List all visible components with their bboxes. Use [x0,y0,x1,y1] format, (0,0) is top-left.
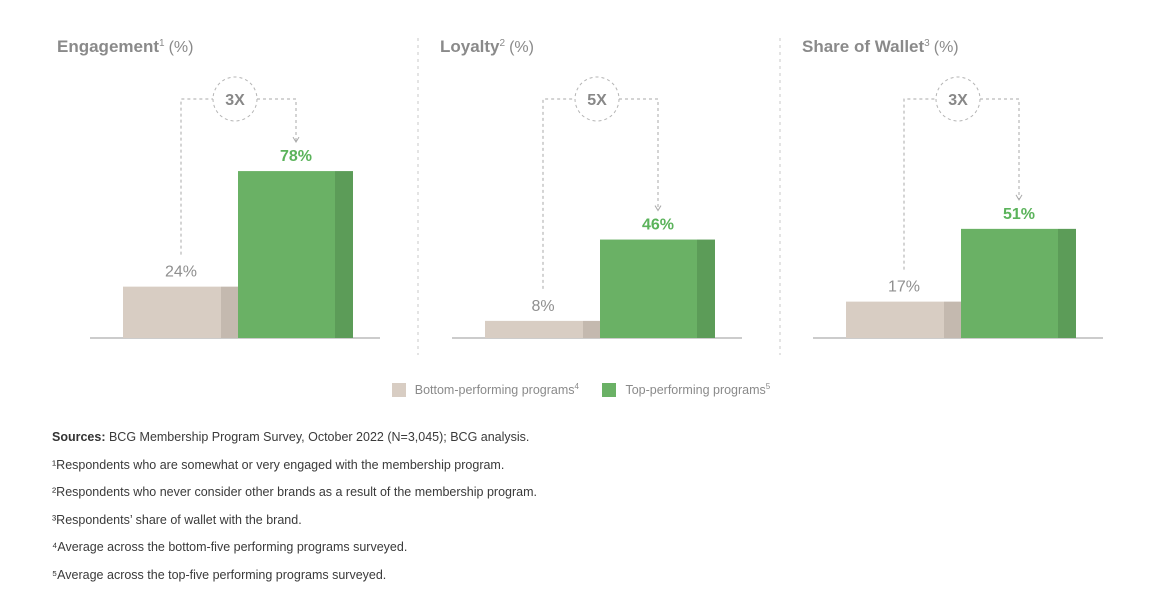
value-label-top-1: 78% [280,148,312,165]
footnote-3: ³Respondents’ share of wallet with the b… [52,512,302,527]
bar-top-2 [600,239,697,338]
multiplier-circle-3 [935,76,981,122]
footnote-1: ¹Respondents who are somewhat or very en… [52,457,505,472]
legend-item-top: Top-performing programs5 [602,382,770,397]
bar-bottom-side-1 [221,286,238,338]
bar-top-side-2 [697,239,715,338]
value-label-bottom-3: 17% [888,279,920,296]
panel-title-3: Share of Wallet3 (%) [802,37,959,56]
bar-top-1 [238,171,335,338]
bar-bottom-side-3 [944,301,961,338]
legend-label-top: Top-performing programs5 [625,382,771,398]
footnote-2: ²Respondents who never consider other br… [52,485,537,499]
sources-line: Sources: BCG Membership Program Survey, … [52,430,530,444]
legend-swatch-top [602,382,617,397]
connector-arrow-icon-2 [654,205,662,212]
chart-area: Engagement1 (%) 24% 78% 3X Loyalty2 (%) 8% 46% 5X… [57,37,1103,355]
multiplier-circle-2 [574,76,620,122]
panel-title-2: Loyalty2 (%) [440,37,534,56]
connector-arrow-icon-3 [1015,194,1023,201]
connector-left-1 [180,98,213,255]
footnote-5: ⁵Average across the top-five performing … [52,567,387,582]
multiplier-circle-1 [212,76,258,122]
value-label-bottom-2: 8% [531,298,554,315]
panel-title-1: Engagement1 (%) [57,37,193,56]
footnote-4: ⁴Average across the bottom-five performi… [52,540,408,554]
notes: Sources: BCG Membership Program Survey, … [52,428,537,593]
connector-left-2 [542,98,575,289]
connector-right-1 [257,98,297,142]
legend-item-bottom: Bottom-performing programs4 [391,382,579,398]
bar-bottom-side-2 [583,320,600,338]
connector-arrow-icon-1 [292,136,300,144]
connector-right-3 [980,98,1020,199]
legend-swatch-bottom [391,382,406,397]
multiplier-label-2: 5X [587,92,607,109]
multiplier-label-3: 3X [948,92,968,109]
multiplier-label-1: 3X [225,92,245,109]
connector-left-3 [903,98,936,270]
value-label-top-2: 46% [642,217,674,234]
connector-right-2 [619,98,659,210]
legend: Bottom-performing programs4 Top-performi… [0,382,1162,400]
bar-top-3 [961,228,1058,338]
value-label-bottom-1: 24% [165,264,197,281]
bar-bottom-1 [123,286,221,338]
bar-top-side-3 [1058,228,1076,338]
bar-top-side-1 [335,171,353,338]
value-label-top-3: 51% [1003,206,1035,223]
bar-bottom-2 [485,320,583,338]
bar-bottom-3 [846,301,944,338]
legend-label-bottom: Bottom-performing programs4 [414,382,579,398]
